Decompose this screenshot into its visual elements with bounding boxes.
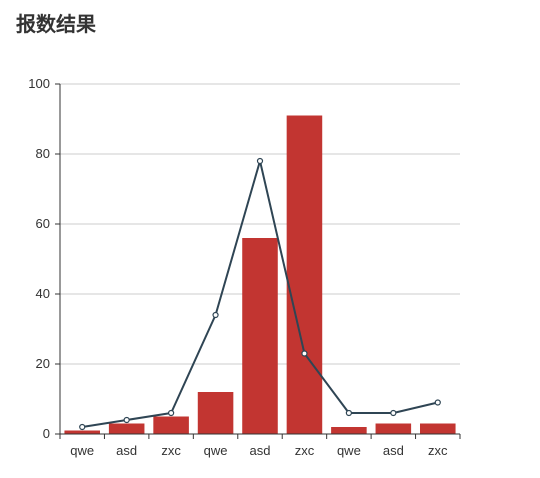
line-point-1 (79, 423, 86, 431)
line-point-6 (301, 350, 308, 357)
bar-6 (286, 115, 323, 434)
x-tick-label: zxc (295, 443, 315, 458)
y-tick-label: 80 (36, 146, 50, 161)
y-tick-label: 40 (36, 286, 50, 301)
y-tick-label: 0 (43, 426, 50, 441)
x-tick-label: qwe (337, 443, 361, 458)
line-point-3 (168, 409, 175, 417)
x-tick-label: qwe (70, 443, 94, 458)
x-tick-label: asd (116, 443, 137, 458)
x-tick-label: asd (383, 443, 404, 458)
y-tick-label: 100 (28, 76, 50, 91)
tick-labels: 0 20 40 60 80 100 qwe asd zxc qwe asd zxc qwe asd zxc (28, 76, 448, 458)
x-tick-label: qwe (204, 443, 228, 458)
line-point-5 (256, 157, 264, 165)
line-point-4 (212, 311, 219, 319)
x-tick-label: zxc (428, 443, 448, 458)
bar-8 (375, 423, 412, 434)
x-tick-label: asd (250, 443, 271, 458)
y-tick-label: 60 (36, 216, 50, 231)
bar-5 (242, 238, 278, 434)
line-series (79, 157, 441, 431)
line-point-7 (345, 409, 352, 417)
bar-1 (64, 430, 100, 434)
x-tick-label: zxc (161, 443, 181, 458)
bar-2 (108, 423, 145, 434)
bar-7 (331, 427, 367, 434)
bar-9 (420, 423, 456, 434)
bar-4 (197, 392, 234, 434)
page-title: 报数结果 (16, 12, 96, 36)
y-tick-label: 20 (36, 356, 50, 371)
axes (55, 83, 461, 439)
line-point-2 (123, 416, 130, 424)
line-point-8 (390, 409, 397, 417)
bar-series (64, 115, 456, 434)
line-point-9 (434, 399, 441, 406)
bar-3 (153, 416, 189, 434)
